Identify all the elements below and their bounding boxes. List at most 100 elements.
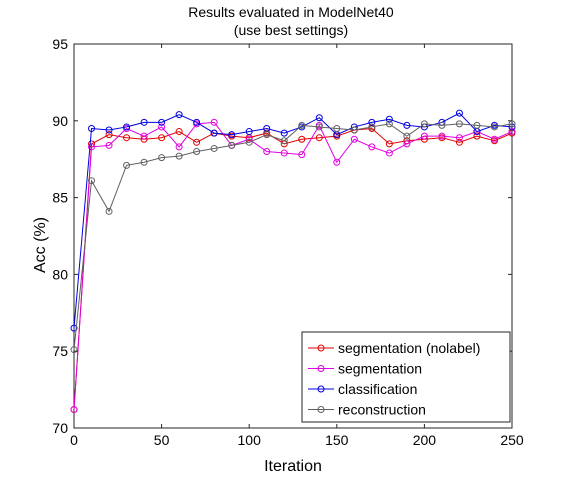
data-point xyxy=(105,207,113,215)
data-point xyxy=(298,135,306,143)
y-tick-label: 75 xyxy=(52,343,68,359)
data-point xyxy=(455,138,463,146)
y-tick-label: 90 xyxy=(52,113,68,129)
data-point xyxy=(385,140,393,148)
x-tick-label: 200 xyxy=(413,432,437,448)
x-tick-label: 250 xyxy=(500,432,524,448)
data-point xyxy=(70,406,78,414)
data-point xyxy=(193,118,201,126)
data-point xyxy=(228,141,236,149)
data-point xyxy=(193,148,201,156)
data-point xyxy=(158,118,166,126)
legend-label: classification xyxy=(338,381,417,397)
data-point xyxy=(175,128,183,136)
legend-swatch-marker xyxy=(317,344,325,352)
x-axis-label: Iteration xyxy=(264,458,322,475)
data-point xyxy=(438,121,446,129)
data-point xyxy=(298,151,306,159)
data-point xyxy=(455,109,463,117)
data-point xyxy=(350,126,358,134)
data-point xyxy=(175,111,183,119)
legend-entry: segmentation xyxy=(308,361,422,377)
data-point xyxy=(70,324,78,332)
y-tick-label: 70 xyxy=(52,420,68,436)
data-point xyxy=(508,128,516,136)
data-point xyxy=(123,161,131,169)
x-tick-label: 150 xyxy=(325,432,349,448)
legend-entry: segmentation (nolabel) xyxy=(308,340,480,356)
data-point xyxy=(420,120,428,128)
data-point xyxy=(123,134,131,142)
data-point xyxy=(473,132,481,140)
data-point xyxy=(245,128,253,136)
data-point xyxy=(105,126,113,134)
data-point xyxy=(315,123,323,131)
data-point xyxy=(210,118,218,126)
data-point xyxy=(368,118,376,126)
data-point xyxy=(123,123,131,131)
data-point xyxy=(385,149,393,157)
data-point xyxy=(210,144,218,152)
x-tick-label: 100 xyxy=(238,432,262,448)
series-2 xyxy=(70,109,516,332)
data-point xyxy=(280,129,288,137)
data-point xyxy=(263,148,271,156)
legend-swatch-marker xyxy=(317,365,325,372)
data-point xyxy=(490,123,498,131)
data-point xyxy=(158,154,166,162)
data-point xyxy=(88,143,96,151)
data-point xyxy=(403,140,411,148)
data-point xyxy=(403,121,411,129)
legend-label: reconstruction xyxy=(338,402,426,418)
data-point xyxy=(158,123,166,131)
data-point xyxy=(315,134,323,142)
legend-label: segmentation xyxy=(338,361,422,377)
data-point xyxy=(473,121,481,129)
data-point xyxy=(333,158,341,166)
y-tick-label: 95 xyxy=(52,36,68,52)
data-point xyxy=(88,124,96,132)
data-point xyxy=(228,131,236,139)
x-tick-label: 0 xyxy=(70,432,78,448)
legend: segmentation (nolabel) segmentation classi… xyxy=(301,331,511,423)
data-point xyxy=(350,135,358,143)
data-point xyxy=(403,132,411,140)
data-point xyxy=(88,177,96,185)
data-point xyxy=(438,132,446,140)
data-point xyxy=(455,134,463,142)
data-point xyxy=(385,115,393,123)
data-point xyxy=(105,141,113,149)
chart-title: Results evaluated in ModelNet40 xyxy=(188,4,394,20)
legend-swatch-marker xyxy=(317,385,325,393)
chart-subtitle: (use best settings) xyxy=(234,22,348,38)
data-point xyxy=(245,138,253,146)
y-tick-label: 85 xyxy=(52,190,68,206)
data-point xyxy=(280,149,288,157)
data-point xyxy=(140,118,148,126)
data-point xyxy=(385,120,393,128)
data-point xyxy=(420,132,428,140)
data-point xyxy=(175,152,183,160)
data-point xyxy=(210,129,218,137)
data-point xyxy=(315,114,323,122)
legend-entry: classification xyxy=(308,381,417,397)
tick-layer: 0 50 100 150 200 250 70 75 80 85 90 95 xyxy=(52,36,523,448)
data-point xyxy=(368,123,376,131)
data-point xyxy=(280,137,288,145)
data-point xyxy=(175,143,183,151)
series-3 xyxy=(70,120,516,354)
legend-swatch-marker xyxy=(317,406,325,413)
y-tick-label: 80 xyxy=(52,266,68,282)
data-point xyxy=(333,124,341,132)
data-point xyxy=(298,121,306,129)
data-point xyxy=(455,120,463,128)
legend-entry: reconstruction xyxy=(308,402,426,418)
data-point xyxy=(193,138,201,146)
data-point xyxy=(140,132,148,140)
data-point xyxy=(490,135,498,143)
data-point xyxy=(105,131,113,139)
x-tick-label: 50 xyxy=(154,432,170,448)
legend-label: segmentation (nolabel) xyxy=(338,340,480,356)
series-layer xyxy=(70,109,516,414)
